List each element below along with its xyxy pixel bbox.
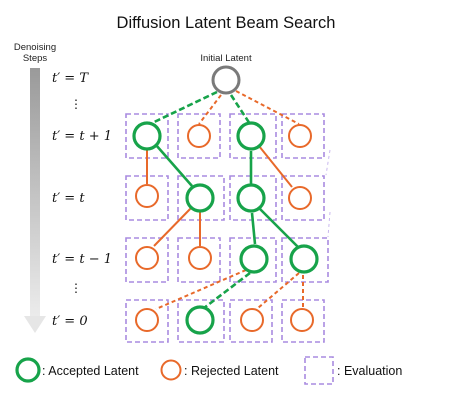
evaluation-edge-marks <box>325 149 331 238</box>
evaluation-boxes <box>125 113 329 343</box>
evaluation-box <box>229 237 277 283</box>
ellipsis-lower: ⋮ <box>70 281 82 295</box>
row-label-T: t′ = T <box>52 71 89 86</box>
accepted-latent-node <box>236 183 266 213</box>
legend-rejected-label: : Rejected Latent <box>184 364 279 378</box>
rejected-latent-node <box>187 124 211 148</box>
rejected-latent-node <box>288 124 312 148</box>
initial-latent-node <box>211 65 241 95</box>
rejected-latent-node <box>290 308 314 332</box>
edges-t-plus-1-to-t <box>146 144 293 188</box>
evaluation-box <box>177 113 221 159</box>
legend-rejected-icon <box>160 359 182 381</box>
evaluation-box <box>281 113 325 159</box>
rejected-latent-node <box>288 186 312 210</box>
denoising-steps-arrow <box>24 68 46 333</box>
legend-accepted-label: : Accepted Latent <box>42 364 139 378</box>
row-label-t-plus-1: t′ = t + 1 <box>52 129 112 144</box>
legend: : Accepted Latent : Rejected Latent : Ev… <box>15 356 402 385</box>
edges-initial-to-t-plus-1 <box>149 90 300 126</box>
legend-accepted-icon <box>15 357 41 383</box>
evaluation-box <box>125 237 169 283</box>
diagram-title: Diffusion Latent Beam Search <box>117 14 336 32</box>
axis-label-line1: Denoising <box>14 42 56 53</box>
legend-evaluation-label: : Evaluation <box>337 364 402 378</box>
initial-latent-label: Initial Latent <box>200 53 252 64</box>
rejected-latent-node <box>240 308 264 332</box>
rejected-latent-node <box>135 184 159 208</box>
ellipsis-upper: ⋮ <box>70 97 82 111</box>
evaluation-box <box>281 175 325 221</box>
row-label-0: t′ = 0 <box>52 314 88 329</box>
rejected-latent-node <box>188 246 212 270</box>
rejected-latent-node <box>135 246 159 270</box>
evaluation-box <box>229 299 273 343</box>
accepted-latent-node <box>185 305 215 335</box>
legend-evaluation-icon <box>304 356 334 385</box>
axis-label-line2: Steps <box>23 53 48 64</box>
row-label-t: t′ = t <box>52 191 85 206</box>
edges-t-minus-1-to-0 <box>155 269 304 310</box>
evaluation-box <box>177 299 225 343</box>
row-label-t-minus-1: t′ = t − 1 <box>52 252 112 267</box>
evaluation-box <box>281 237 329 283</box>
rejected-latent-node <box>135 308 159 332</box>
evaluation-box <box>125 299 169 343</box>
accepted-latent-node <box>289 244 319 274</box>
accepted-latent-node <box>239 244 269 274</box>
accepted-latent-node <box>236 121 266 151</box>
accepted-latent-node <box>132 121 162 151</box>
accepted-latent-node <box>185 183 215 213</box>
edges-t-to-t-minus-1 <box>153 205 299 248</box>
evaluation-box <box>229 113 277 159</box>
